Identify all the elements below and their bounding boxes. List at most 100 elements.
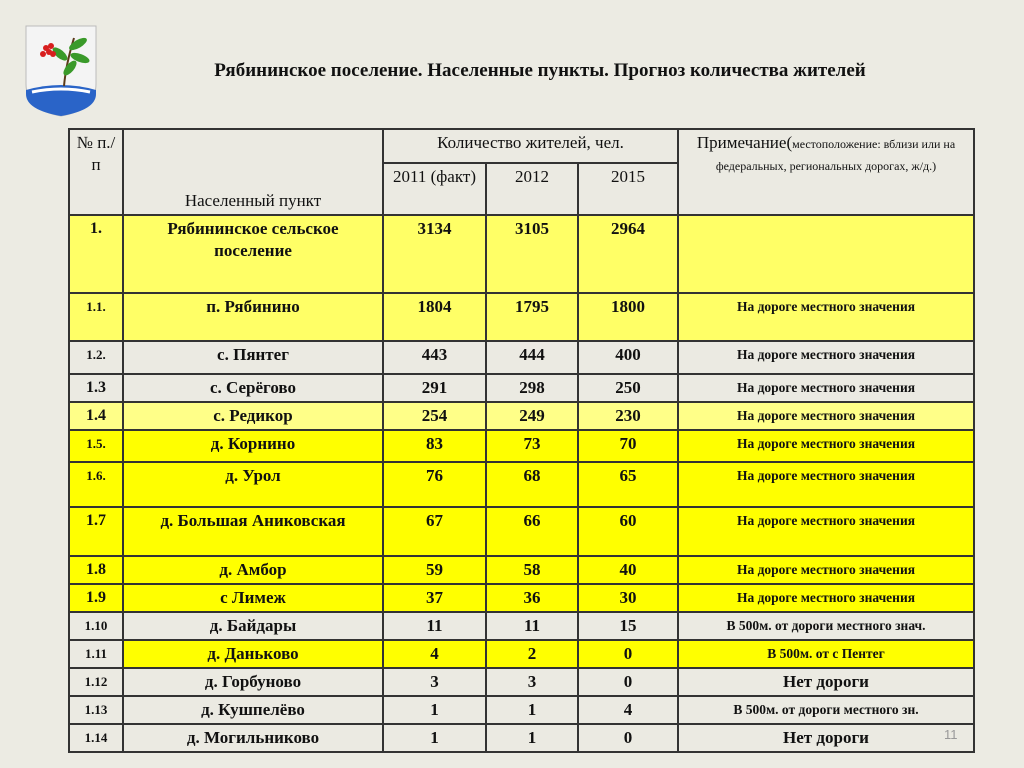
population-table: № п./п Населенный пункт Количество жител… [68,128,975,753]
cell-name: д. Могильниково [122,723,384,753]
table-row: 1. Рябининское сельское поселение 3134 3105… [68,214,975,294]
cell-note: На дороге местного значения [677,506,975,557]
cell-b: 58 [485,555,579,585]
cell-note: В 500м. от с Пентег [677,639,975,669]
cell-a: 1804 [382,292,487,342]
cell-note: В 500м. от дороги местного зн. [677,695,975,725]
cell-note: Нет дороги [677,723,975,753]
cell-name: д. Корнино [122,429,384,463]
cell-name: д. Амбор [122,555,384,585]
cell-note: На дороге местного значения [677,429,975,463]
header-place: Населенный пункт [122,128,384,216]
cell-name: д. Большая Аниковская [122,506,384,557]
cell-b: 73 [485,429,579,463]
cell-c: 60 [577,506,679,557]
cell-name: д. Горбуново [122,667,384,697]
cell-b: 68 [485,461,579,508]
cell-n: 1.4 [68,401,124,431]
cell-name: д. Байдары [122,611,384,641]
cell-n: 1. [68,214,124,294]
cell-c: 2964 [577,214,679,294]
cell-b: 66 [485,506,579,557]
table-row: 1.13 д. Кушпелёво 1 1 4 В 500м. от дороги мес… [68,695,975,725]
cell-note: На дороге местного значения [677,583,975,613]
page-number: 11 [944,727,958,742]
header-note: Примечание(местоположение: вблизи или на… [677,128,975,216]
cell-c: 30 [577,583,679,613]
table-row: 1.6. д. Урол 76 68 65 На дороге местного знач… [68,461,975,508]
cell-b: 1 [485,723,579,753]
cell-c: 250 [577,373,679,403]
cell-b: 1795 [485,292,579,342]
cell-a: 3 [382,667,487,697]
cell-name: с Лимеж [122,583,384,613]
cell-c: 0 [577,639,679,669]
header-note-small: местоположение: вблизи или на федеральны… [715,137,956,173]
table-row: 1.5. д. Корнино 83 73 70 На дороге местного з… [68,429,975,463]
table-row: 1.1. п. Рябинино 1804 1795 1800 На дороге мес… [68,292,975,342]
cell-c: 230 [577,401,679,431]
cell-n: 1.1. [68,292,124,342]
cell-note: На дороге местного значения [677,401,975,431]
table-row: 1.12 д. Горбуново 3 3 0 Нет дороги [68,667,975,697]
cell-note: На дороге местного значения [677,461,975,508]
cell-c: 4 [577,695,679,725]
table-row: 1.10 д. Байдары 11 11 15 В 500м. от дороги ме… [68,611,975,641]
cell-note [677,214,975,294]
cell-note: На дороге местного значения [677,373,975,403]
cell-name: с. Редикор [122,401,384,431]
cell-n: 1.2. [68,340,124,375]
table-row: 1.7 д. Большая Аниковская 67 66 60 На дороге … [68,506,975,557]
cell-a: 1 [382,723,487,753]
page-title: Рябининское поселение. Населенные пункты… [214,60,866,81]
cell-n: 1.14 [68,723,124,753]
cell-a: 254 [382,401,487,431]
cell-c: 400 [577,340,679,375]
cell-b: 3 [485,667,579,697]
header-2012: 2012 [485,162,579,216]
cell-n: 1.7 [68,506,124,557]
cell-n: 1.13 [68,695,124,725]
cell-n: 1.10 [68,611,124,641]
cell-c: 0 [577,723,679,753]
cell-name: п. Рябинино [122,292,384,342]
cell-name: д. Урол [122,461,384,508]
cell-b: 36 [485,583,579,613]
cell-note: В 500м. от дороги местного знач. [677,611,975,641]
cell-c: 15 [577,611,679,641]
cell-n: 1.6. [68,461,124,508]
cell-n: 1.5. [68,429,124,463]
cell-a: 291 [382,373,487,403]
cell-b: 249 [485,401,579,431]
cell-a: 83 [382,429,487,463]
cell-n: 1.11 [68,639,124,669]
cell-name: с. Серёгово [122,373,384,403]
cell-note: На дороге местного значения [677,340,975,375]
cell-n: 1.9 [68,583,124,613]
cell-b: 2 [485,639,579,669]
table-row: 1.11 д. Даньково 4 2 0 В 500м. от с Пентег [68,639,975,669]
cell-note: На дороге местного значения [677,292,975,342]
header-row: № п./п Населенный пункт Количество жител… [68,128,975,216]
cell-a: 11 [382,611,487,641]
cell-c: 65 [577,461,679,508]
table-row: 1.3 с. Серёгово 291 298 250 На дороге местног… [68,373,975,403]
table-row: 1.8 д. Амбор 59 58 40 На дороге местного знач… [68,555,975,585]
header-note-main: Примечание( [696,133,793,152]
cell-b: 11 [485,611,579,641]
header-2011: 2011 (факт) [382,162,487,216]
cell-a: 1 [382,695,487,725]
cell-b: 1 [485,695,579,725]
header-2015: 2015 [577,162,679,216]
cell-n: 1.8 [68,555,124,585]
cell-name: д. Даньково [122,639,384,669]
cell-a: 59 [382,555,487,585]
cell-b: 3105 [485,214,579,294]
cell-n: 1.12 [68,667,124,697]
cell-name: Рябининское сельское поселение [122,214,384,294]
cell-a: 76 [382,461,487,508]
cell-c: 1800 [577,292,679,342]
cell-a: 37 [382,583,487,613]
cell-b: 298 [485,373,579,403]
cell-b: 444 [485,340,579,375]
